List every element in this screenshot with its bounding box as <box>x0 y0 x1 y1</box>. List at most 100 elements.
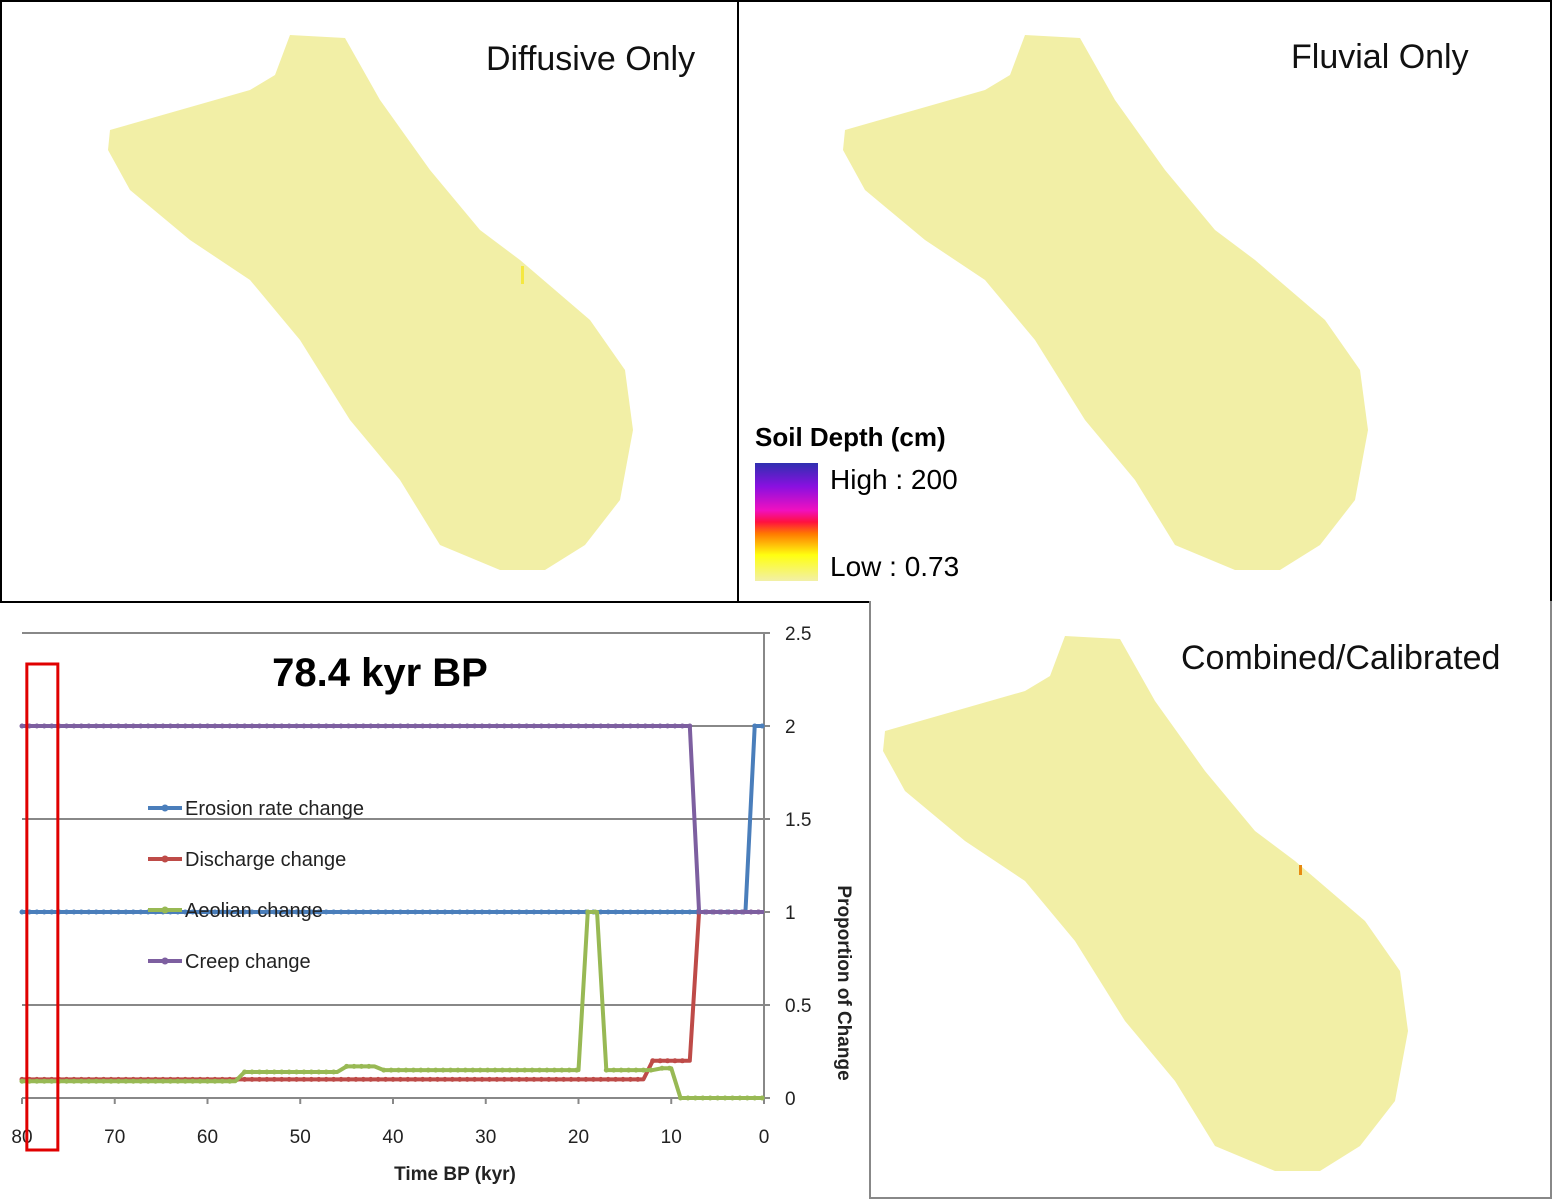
data-point <box>34 909 40 915</box>
data-point <box>345 723 351 729</box>
data-point <box>264 1076 270 1082</box>
data-point <box>316 723 322 729</box>
data-point <box>748 909 754 915</box>
data-point <box>249 723 255 729</box>
data-point <box>640 1067 646 1073</box>
data-point <box>529 1067 535 1073</box>
data-point <box>294 909 300 915</box>
data-point <box>383 909 389 915</box>
data-point <box>308 909 314 915</box>
data-point <box>501 1076 507 1082</box>
data-point <box>553 909 559 915</box>
data-point <box>108 1078 114 1084</box>
legend-label: Creep change <box>185 951 311 973</box>
data-point <box>301 909 307 915</box>
data-point <box>603 1067 609 1073</box>
data-point <box>256 1076 262 1082</box>
data-point <box>553 1076 559 1082</box>
data-point <box>718 909 724 915</box>
data-point <box>301 1069 307 1075</box>
data-point <box>741 909 747 915</box>
data-point <box>71 909 77 915</box>
data-point <box>405 909 411 915</box>
data-point <box>486 723 492 729</box>
legend-marker <box>161 906 169 914</box>
data-point <box>449 909 455 915</box>
data-point <box>457 723 463 729</box>
data-point <box>227 909 233 915</box>
data-point <box>286 1076 292 1082</box>
x-tick-label: 60 <box>197 1127 218 1148</box>
data-point <box>205 909 210 915</box>
data-point <box>397 909 403 915</box>
data-point <box>323 1069 329 1075</box>
data-point <box>375 1076 381 1082</box>
data-point <box>435 1076 441 1082</box>
data-point <box>219 723 225 729</box>
data-point <box>64 1078 70 1084</box>
data-point <box>635 1076 641 1082</box>
data-point <box>115 723 121 729</box>
data-point <box>703 909 709 915</box>
y-axis-label: Proportion of Change <box>833 885 854 1080</box>
data-point <box>627 909 633 915</box>
data-point <box>479 1076 485 1082</box>
data-point <box>78 723 84 729</box>
data-point <box>568 909 574 915</box>
data-point <box>308 1069 314 1075</box>
panel-title: Diffusive Only <box>486 40 696 78</box>
data-point <box>34 1078 40 1084</box>
data-point <box>49 723 55 729</box>
data-point <box>256 1069 262 1075</box>
data-point <box>546 909 552 915</box>
data-point <box>279 1069 285 1075</box>
data-point <box>472 1076 478 1082</box>
data-point <box>390 723 396 729</box>
data-point <box>650 1058 656 1064</box>
data-point <box>435 723 441 729</box>
panel-diffusive-only: Diffusive Only <box>0 0 739 603</box>
data-point <box>449 723 455 729</box>
data-point <box>123 909 129 915</box>
panel-title: Fluvial Only <box>1291 38 1469 76</box>
y-tick-label: 1 <box>785 903 796 924</box>
data-point <box>590 723 596 729</box>
data-point <box>390 909 396 915</box>
data-point <box>538 909 544 915</box>
data-point <box>729 1095 735 1101</box>
data-point <box>479 723 485 729</box>
current-time-marker <box>25 662 60 1152</box>
x-tick-label: 20 <box>568 1127 589 1148</box>
data-point <box>64 909 70 915</box>
data-point <box>546 1076 552 1082</box>
data-point <box>440 1067 446 1073</box>
data-point <box>271 1076 277 1082</box>
panel-title: Combined/Calibrated <box>1181 639 1501 677</box>
data-point <box>448 1067 454 1073</box>
data-point <box>256 909 262 915</box>
data-point <box>19 1078 25 1084</box>
legend-label: Aeolian change <box>185 900 323 922</box>
data-point <box>427 909 433 915</box>
data-point <box>190 1078 196 1084</box>
data-point <box>507 1067 513 1073</box>
data-point <box>442 723 448 729</box>
data-point <box>175 1078 181 1084</box>
data-point <box>598 909 604 915</box>
data-point <box>227 723 233 729</box>
data-point <box>679 1058 685 1064</box>
data-point <box>678 1095 684 1101</box>
data-point <box>344 1063 350 1069</box>
data-point <box>249 1069 255 1075</box>
legend-color-ramp <box>755 463 818 581</box>
data-point <box>390 1076 396 1082</box>
data-point <box>524 1076 530 1082</box>
data-point <box>657 723 663 729</box>
data-point <box>538 723 544 729</box>
data-point <box>219 909 225 915</box>
data-point <box>665 723 671 729</box>
data-point <box>568 1076 574 1082</box>
data-point <box>360 909 366 915</box>
data-point <box>442 1076 448 1082</box>
